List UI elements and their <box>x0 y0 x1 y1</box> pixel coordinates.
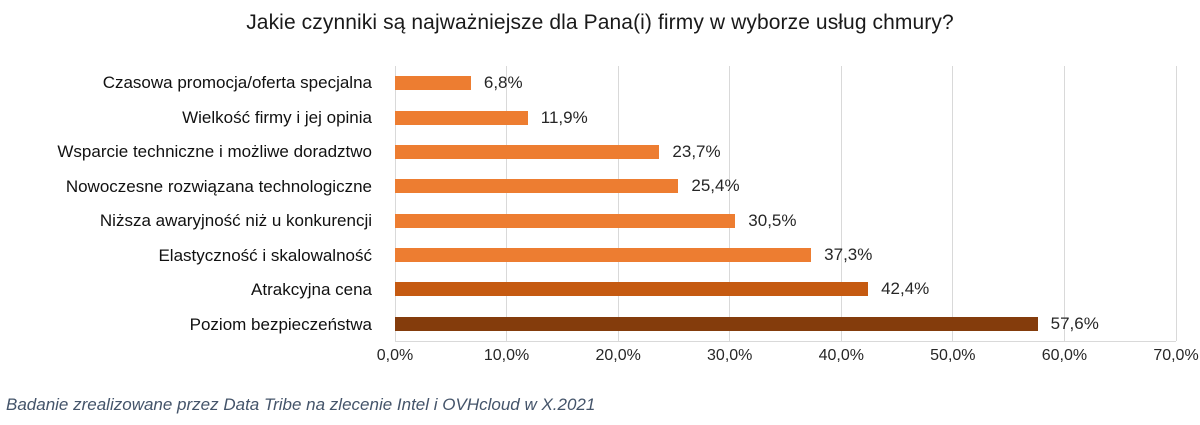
bar-row: 42,4% <box>395 272 1176 306</box>
data-label: 23,7% <box>672 141 721 161</box>
category-label: Atrakcyjna cena <box>251 280 372 300</box>
data-label: 6,8% <box>483 73 523 93</box>
data-label: 30,5% <box>748 210 797 230</box>
bar-3 <box>395 144 660 159</box>
x-tick-label: 40,0% <box>818 347 864 364</box>
bar-2 <box>395 110 528 125</box>
data-label: 37,3% <box>824 245 873 265</box>
bar-6 <box>395 248 812 263</box>
gridline <box>506 66 508 341</box>
category-label: Wielkość firmy i jej opinia <box>182 107 372 127</box>
gridline <box>952 66 954 341</box>
gridline <box>1063 66 1065 341</box>
category-label: Nowoczesne rozwiązana technologiczne <box>65 176 372 196</box>
x-axis: 0,0% 10,0% 20,0% 30,0% 40,0% 50,0% 60,0% 70,0% <box>377 347 1199 369</box>
bar-5 <box>395 213 736 228</box>
x-tick-label: 0,0% <box>376 347 414 364</box>
x-tick-label: 10,0% <box>483 347 530 364</box>
data-label: 25,4% <box>691 176 740 196</box>
data-label: 42,4% <box>881 279 930 299</box>
bar-7 <box>395 282 869 297</box>
bars-container: 6,8% 11,9% 23,7% 25,4% 30,5% 37,3% 42,4% 57,6% <box>395 66 1176 341</box>
bar-4 <box>395 179 679 194</box>
x-tick-label: 50,0% <box>930 347 976 364</box>
category-label: Czasowa promocja/oferta specjalna <box>102 73 372 93</box>
category-label: Wsparcie techniczne i możliwe doradztwo <box>57 142 372 162</box>
bar-row: 25,4% <box>395 169 1176 203</box>
gridline <box>394 66 396 341</box>
bar-8 <box>395 316 1038 331</box>
category-label: Niższa awaryjność niż u konkurencji <box>99 211 372 231</box>
bar-row: 23,7% <box>395 135 1176 169</box>
bar-row: 37,3% <box>395 238 1176 272</box>
data-label: 11,9% <box>540 107 588 127</box>
category-label: Elastyczność i skalowalność <box>158 245 372 265</box>
bar-row: 6,8% <box>395 66 1176 100</box>
x-tick-label: 20,0% <box>595 347 641 364</box>
bar-row: 30,5% <box>395 204 1176 238</box>
data-label: 57,6% <box>1050 313 1099 333</box>
gridline <box>840 66 842 341</box>
category-label: Poziom bezpieczeństwa <box>189 314 372 334</box>
chart-title: Jakie czynniki są najważniejsze dla Pana… <box>246 11 954 34</box>
bar-1 <box>395 76 471 91</box>
bar-row: 11,9% <box>395 100 1176 134</box>
category-axis-labels: Czasowa promocja/oferta specjalna Wielkoś… <box>0 66 384 342</box>
gridline <box>1175 66 1177 341</box>
x-tick-label: 30,0% <box>707 347 753 364</box>
x-tick-label: 70,0% <box>1153 347 1199 364</box>
source-note: Badanie zrealizowane przez Data Tribe na… <box>6 395 596 414</box>
x-tick-label: 60,0% <box>1041 347 1088 364</box>
bar-row: 57,6% <box>395 307 1176 341</box>
gridline <box>617 66 619 341</box>
plot-area: 6,8% 11,9% 23,7% 25,4% 30,5% 37,3% 42,4% 57,6% <box>394 66 1177 342</box>
gridline <box>729 66 731 341</box>
